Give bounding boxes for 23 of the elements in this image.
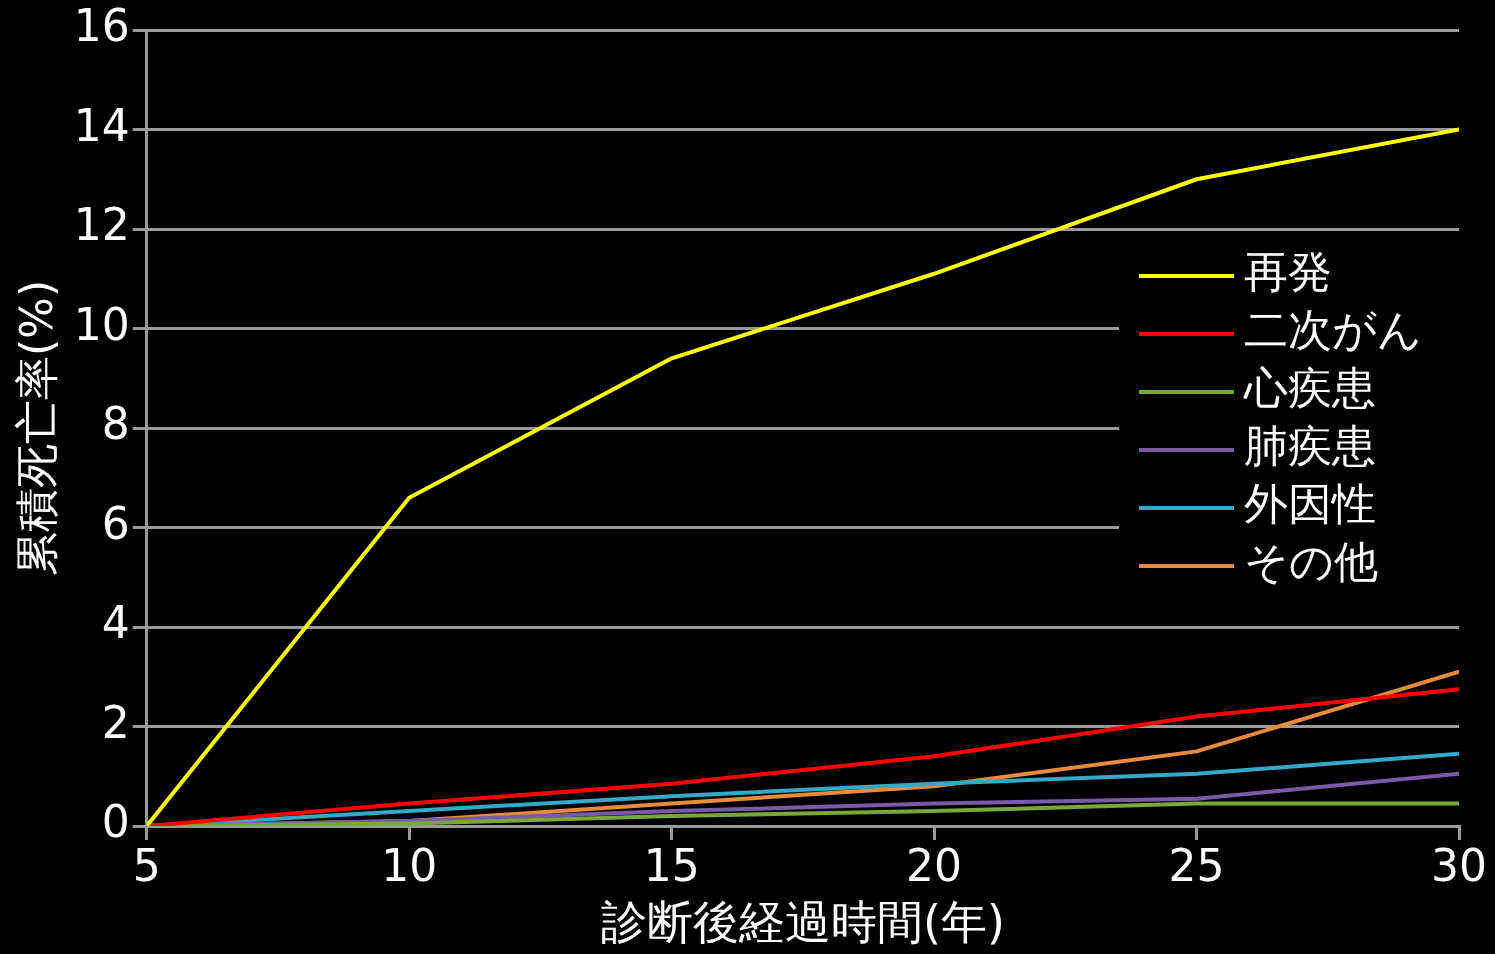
y-tick-label: 8 xyxy=(101,398,130,450)
legend-label: その他 xyxy=(1244,536,1378,588)
legend-label: 肺疾患 xyxy=(1244,420,1376,472)
x-tick-label: 25 xyxy=(1168,839,1225,891)
legend-label: 心疾患 xyxy=(1243,362,1376,414)
x-tick-label: 30 xyxy=(1431,839,1487,891)
y-tick-label: 4 xyxy=(101,597,130,649)
x-tick-label: 20 xyxy=(906,839,963,891)
x-tick-label: 15 xyxy=(643,839,700,891)
y-axis-title: 累積死亡率(%) xyxy=(10,279,62,577)
y-tick-label: 14 xyxy=(73,99,130,151)
legend-label: 再発 xyxy=(1244,246,1332,298)
legend-label: 外因性 xyxy=(1244,478,1376,530)
x-tick-label: 10 xyxy=(381,839,438,891)
y-tick-label: 6 xyxy=(101,497,130,549)
legend-label: 二次がん xyxy=(1244,304,1422,356)
x-tick-label: 5 xyxy=(132,839,161,891)
y-tick-label: 0 xyxy=(101,796,130,848)
y-tick-label: 12 xyxy=(73,199,130,251)
x-axis-title: 診断後経過時間(年) xyxy=(600,895,1005,950)
y-tick-label: 10 xyxy=(73,298,130,350)
y-tick-label: 16 xyxy=(73,0,130,52)
y-tick-label: 2 xyxy=(101,696,130,748)
